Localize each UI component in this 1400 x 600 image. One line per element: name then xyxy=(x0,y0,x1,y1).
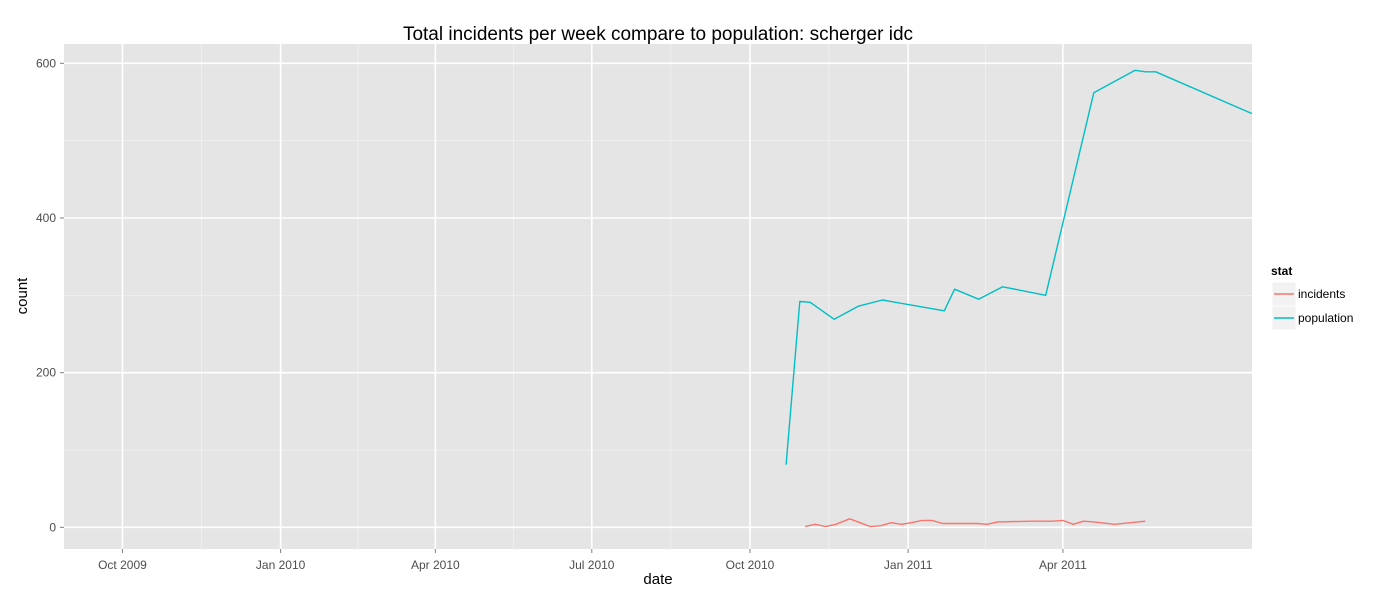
y-axis-title: count xyxy=(14,277,31,315)
x-tick-label: Oct 2009 xyxy=(98,558,147,572)
y-tick-label: 200 xyxy=(36,366,56,380)
legend: stat incidents population xyxy=(1271,264,1353,331)
minor-gridlines xyxy=(64,44,1252,549)
y-tick-label: 400 xyxy=(36,211,56,225)
chart-title: Total incidents per week compare to popu… xyxy=(403,24,913,45)
x-tick-label: Apr 2010 xyxy=(411,558,460,572)
x-tick-label: Apr 2011 xyxy=(1039,558,1087,572)
legend-label-incidents: incidents xyxy=(1298,287,1345,301)
series-line-population xyxy=(785,69,1253,465)
series-line-incidents xyxy=(804,518,1146,528)
x-axis-title: date xyxy=(643,571,672,588)
x-tick-label: Jan 2011 xyxy=(884,558,933,572)
y-tick-label: 0 xyxy=(49,520,56,534)
x-axis: Oct 2009 Jan 2010 Apr 2010 Jul 2010 Oct 2010… xyxy=(98,549,1087,572)
plot-panel xyxy=(64,44,1252,549)
series-layer xyxy=(785,69,1253,528)
y-axis: 0 200 400 600 xyxy=(36,56,64,534)
x-tick-label: Jan 2010 xyxy=(256,558,306,572)
legend-title: stat xyxy=(1271,264,1292,278)
major-gridlines xyxy=(64,44,1252,549)
x-tick-label: Jul 2010 xyxy=(569,558,615,572)
x-tick-label: Oct 2010 xyxy=(726,558,775,572)
y-tick-label: 600 xyxy=(36,56,56,70)
legend-label-population: population xyxy=(1298,311,1353,325)
